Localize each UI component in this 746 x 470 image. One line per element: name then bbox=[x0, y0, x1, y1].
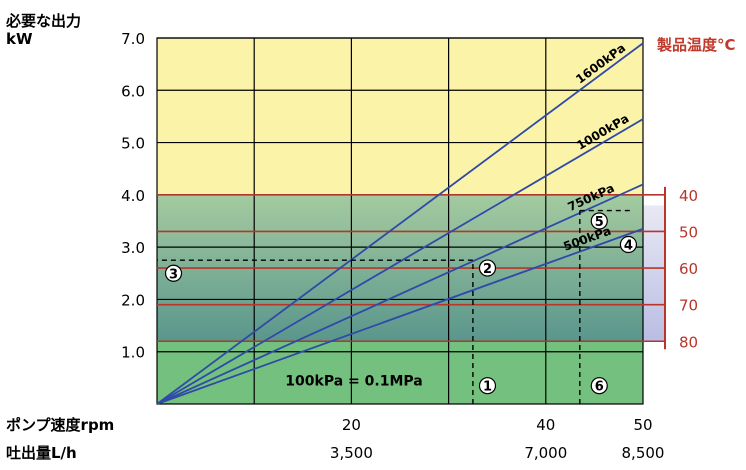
speed-tick-label: 20 bbox=[342, 416, 361, 434]
flow-tick-label: 7,000 bbox=[524, 444, 567, 462]
temperature-label: 70 bbox=[679, 297, 698, 315]
x-axis-title-speed: ポンプ速度rpm bbox=[6, 416, 114, 434]
marker-circle bbox=[619, 235, 638, 254]
axis-labels: 1.0 2.0 3.0 4.0 5.0 6.0 7.0 20 40 50 3,500 7,000 8,5… bbox=[121, 30, 664, 462]
temperature-label: 40 bbox=[679, 187, 698, 205]
y-axis-title-line2: kW bbox=[6, 30, 33, 48]
speed-tick-label: 50 bbox=[633, 416, 652, 434]
y-tick-label: 6.0 bbox=[121, 82, 145, 100]
marker-label: 4 bbox=[624, 239, 633, 254]
marker-circle bbox=[590, 212, 608, 230]
series-line bbox=[156, 227, 644, 405]
x-axis-title-flow: 吐出量L/h bbox=[6, 444, 77, 462]
flow-tick-label: 3,500 bbox=[330, 444, 373, 462]
y-tick-label: 4.0 bbox=[121, 187, 145, 205]
example-markers: 1 2 3 4 5 6 bbox=[164, 212, 638, 395]
grid bbox=[156, 37, 644, 405]
temperature-label: 80 bbox=[679, 333, 698, 351]
series-label: 100kPa = 0.1MPa bbox=[285, 374, 422, 390]
temperature-label: 60 bbox=[679, 260, 698, 278]
series-line bbox=[156, 118, 644, 405]
flow-tick-label: 8,500 bbox=[622, 444, 665, 462]
marker-circle bbox=[478, 259, 497, 277]
marker-label: 2 bbox=[483, 262, 492, 277]
marker-circle bbox=[478, 377, 497, 395]
marker-label: 5 bbox=[595, 215, 604, 230]
marker-circle bbox=[590, 377, 608, 395]
plot-frame bbox=[156, 37, 644, 405]
y-tick-label: 5.0 bbox=[121, 135, 145, 153]
marker-label: 6 bbox=[595, 380, 604, 395]
y-tick-label: 7.0 bbox=[121, 30, 145, 48]
y-axis-title-line1: 必要な出力 bbox=[5, 12, 81, 30]
marker-label: 1 bbox=[483, 380, 492, 395]
y-tick-label: 2.0 bbox=[121, 291, 145, 309]
right-axis-title: 製品温度°C bbox=[656, 36, 736, 54]
example-guide-lines bbox=[157, 209, 634, 404]
series-line bbox=[156, 183, 644, 405]
series-line bbox=[156, 42, 644, 405]
speed-tick-label: 40 bbox=[536, 416, 555, 434]
y-tick-label: 3.0 bbox=[121, 239, 145, 257]
y-tick-label: 1.0 bbox=[121, 344, 145, 362]
zone-yellow bbox=[157, 38, 643, 195]
marker-circle bbox=[164, 264, 183, 282]
marker-label: 3 bbox=[169, 267, 178, 282]
temperature-panel-fill bbox=[643, 205, 665, 342]
temperature-label: 50 bbox=[679, 223, 698, 241]
